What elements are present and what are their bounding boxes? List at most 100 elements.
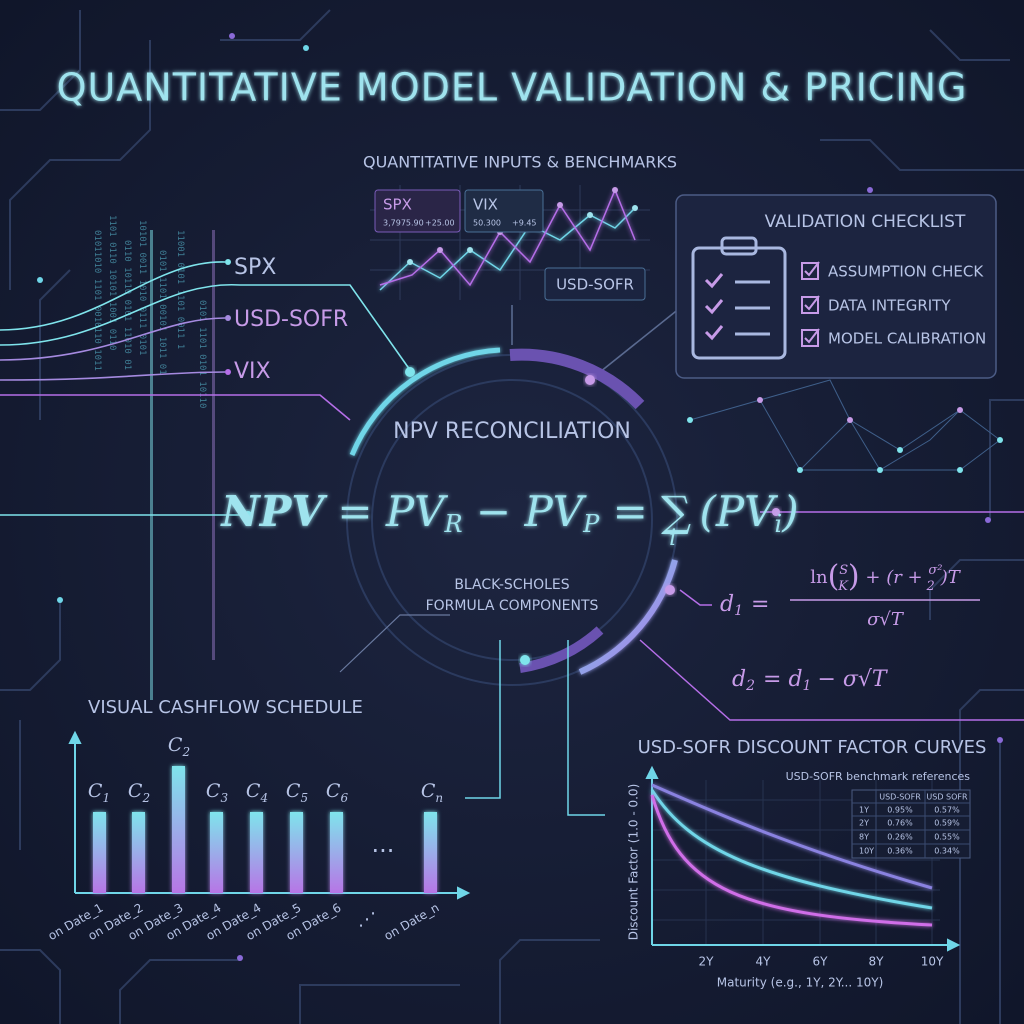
checklist-item: DATA INTEGRITY xyxy=(828,297,951,315)
text-part: C xyxy=(326,780,341,802)
svg-text:0110 10110 0101 11010 01: 0110 10110 0101 11010 01 xyxy=(122,240,132,370)
cashflow-label: C2 xyxy=(128,780,150,805)
table-header: USD SOFR xyxy=(926,793,968,802)
spx-box xyxy=(374,189,461,233)
formula-part: ln xyxy=(810,567,828,588)
clipboard-icon xyxy=(691,236,787,360)
feed-label: USD-SOFR xyxy=(234,307,348,332)
arc xyxy=(519,626,604,673)
sofr-box xyxy=(544,267,646,301)
d1-label: d1 = xyxy=(720,592,769,619)
table-header: USD-SOFR xyxy=(879,793,921,802)
checklist-item: ASSUMPTION CHECK xyxy=(828,263,984,281)
spx-value: 3,7975.90 xyxy=(383,219,424,228)
stream-line xyxy=(212,230,215,660)
feed-node xyxy=(244,511,252,519)
text-part: C xyxy=(286,780,301,802)
text-part: C xyxy=(128,780,143,802)
table-cell: 0.26% xyxy=(887,833,913,842)
arc xyxy=(578,559,678,675)
cashflow-label: C1 xyxy=(88,780,110,805)
connector xyxy=(679,589,712,606)
discount-subtitle: USD-SOFR benchmark references xyxy=(786,770,971,783)
checklist-item: MODEL CALIBRATION xyxy=(828,330,986,348)
text-part: 2 xyxy=(141,791,150,805)
formula-sub: P xyxy=(582,510,600,538)
text-part: 3 xyxy=(220,791,228,805)
inputs-title: QUANTITATIVE INPUTS & BENCHMARKS xyxy=(363,153,677,172)
npv-formula: NPV = PVR − PVP = ∑ i (PVi) xyxy=(219,487,798,560)
cashflow-labels: C1 C2 C2 C3 C4 C5 C6 Cn xyxy=(88,734,443,805)
table-cell: 8Y xyxy=(859,833,869,842)
table-cell: 0.95% xyxy=(887,806,913,815)
feed-node xyxy=(225,315,231,321)
x-tick-label: 6Y xyxy=(813,955,829,969)
feed-node xyxy=(225,259,231,265)
date-ellipsis: ⋰ xyxy=(358,909,376,930)
svg-text:01011010 1101 0010110 1011: 01011010 1101 0010110 1011 xyxy=(92,230,102,371)
cashflow-label: C2 xyxy=(168,734,190,759)
formula-part: = d xyxy=(763,667,803,692)
text-part: C xyxy=(246,780,261,802)
formula-sub: 2 xyxy=(745,678,755,694)
text-part: 2 xyxy=(181,745,190,759)
x-tick-label: 8Y xyxy=(869,955,885,969)
formula-part: NPV xyxy=(219,487,328,536)
d2-formula: d2 = d1 − σ√T xyxy=(732,667,889,694)
text-part: C xyxy=(168,734,183,756)
stream-line xyxy=(150,230,153,700)
cashflow-label: C6 xyxy=(326,780,349,805)
arc xyxy=(349,347,501,456)
formula-sub: i xyxy=(669,526,676,551)
cashflow-bars xyxy=(93,766,437,893)
arc-node xyxy=(405,367,415,377)
table-cell: 0.57% xyxy=(934,806,960,815)
connector xyxy=(465,640,501,799)
formula-part: )T xyxy=(940,567,962,588)
formula-part: = xyxy=(751,592,769,617)
vix-box xyxy=(464,189,544,233)
svg-text:10101 0011 1010 0111 0101: 10101 0011 1010 0111 0101 xyxy=(137,220,147,355)
y-axis-title: Discount Factor (1.0 - 0.0) xyxy=(627,784,641,941)
bs-title: BLACK-SCHOLES xyxy=(454,577,569,593)
x-axis-title: Maturity (e.g., 1Y, 2Y... 10Y) xyxy=(717,976,884,990)
formula-part: PV xyxy=(523,487,586,536)
formula-part: = xyxy=(613,487,648,536)
table-cell: 0.76% xyxy=(887,819,913,828)
cashflow-label: C3 xyxy=(206,780,229,805)
text-part: 4 xyxy=(259,791,268,805)
table-cell: 0.55% xyxy=(934,833,960,842)
spx-name: SPX xyxy=(383,196,412,214)
sofr-name: USD-SOFR xyxy=(556,276,634,294)
cashflow-ellipsis: ... xyxy=(372,830,395,858)
formula-sub: 1 xyxy=(803,678,812,694)
formula-part: = xyxy=(337,487,372,536)
text-part: 5 xyxy=(300,791,308,805)
discount-grid xyxy=(652,780,940,945)
curve xyxy=(650,794,933,927)
formula-sub: i xyxy=(775,510,783,538)
formula-part: d xyxy=(732,667,746,692)
discount-title: USD-SOFR DISCOUNT FACTOR CURVES xyxy=(638,737,987,758)
text-part: 6 xyxy=(340,791,348,805)
formula-part: σ² xyxy=(928,563,942,578)
feed-lines xyxy=(0,261,1024,516)
vix-name: VIX xyxy=(473,196,498,214)
cashflow-label: C4 xyxy=(246,780,268,805)
formula-part: 2 xyxy=(925,579,934,594)
network-nodes xyxy=(687,397,1003,473)
formula-part: PV xyxy=(385,487,448,536)
page-title: QUANTITATIVE MODEL VALIDATION & PRICING xyxy=(57,66,968,110)
formula-part: + xyxy=(865,567,880,588)
feed-node xyxy=(225,369,231,375)
d1-numerator: ln(S K) + (r + σ² 2)T xyxy=(810,559,962,594)
x-tick-label: 4Y xyxy=(756,955,772,969)
spx-change: +25.00 xyxy=(425,219,455,228)
text-part: 1 xyxy=(102,791,110,805)
formula-part: ) xyxy=(781,487,798,536)
x-tick-labels: 2Y 4Y 6Y 8Y 10Y xyxy=(699,955,944,969)
formula-part: S xyxy=(839,563,848,578)
connector xyxy=(639,639,1024,721)
table-cell: 0.34% xyxy=(934,847,960,856)
